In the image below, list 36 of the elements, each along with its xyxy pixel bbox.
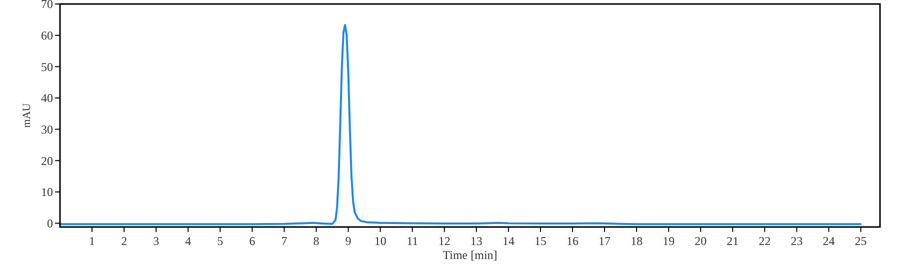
x-tick-label: 5 [217,234,224,248]
x-tick-label: 23 [790,234,803,248]
x-tick-label: 20 [694,234,707,248]
x-tick-label: 21 [726,234,739,248]
x-tick-label: 12 [438,234,450,248]
y-tick-label: 70 [41,0,53,12]
y-tick-label: 20 [41,154,53,168]
x-tick-label: 16 [566,234,578,248]
x-tick-label: 11 [406,234,418,248]
x-tick-label: 9 [345,234,352,248]
y-tick-label: 60 [41,28,53,43]
x-tick-label: 4 [185,234,192,248]
x-tick-label: 14 [502,234,514,248]
line-series [59,24,862,226]
x-tick-label: 25 [854,234,867,248]
x-tick-label: 13 [470,234,482,248]
x-tick-label: 2 [121,234,128,248]
x-tick-label: 3 [153,234,160,248]
y-tick-label: 50 [41,60,53,74]
x-axis-title: Time [min] [442,248,498,262]
y-tick-label: 10 [41,185,53,200]
y-tick-label: 40 [41,91,53,106]
x-tick-label: 6 [249,234,256,248]
x-tick-label: 7 [281,234,288,248]
y-tick-label: 0 [47,216,53,230]
x-tick-label: 10 [374,234,386,248]
x-tick-label: 8 [313,234,320,248]
y-axis-title: mAU [21,103,33,128]
y-tick-label: 30 [41,122,53,136]
x-tick-label: 24 [822,234,835,248]
x-tick-label: 1 [89,234,96,248]
x-tick-label: 15 [534,234,546,248]
x-tick-label: 19 [662,234,675,248]
x-tick-label: 17 [598,234,611,248]
x-tick-label: 22 [758,234,771,248]
x-tick-label: 18 [630,234,643,248]
